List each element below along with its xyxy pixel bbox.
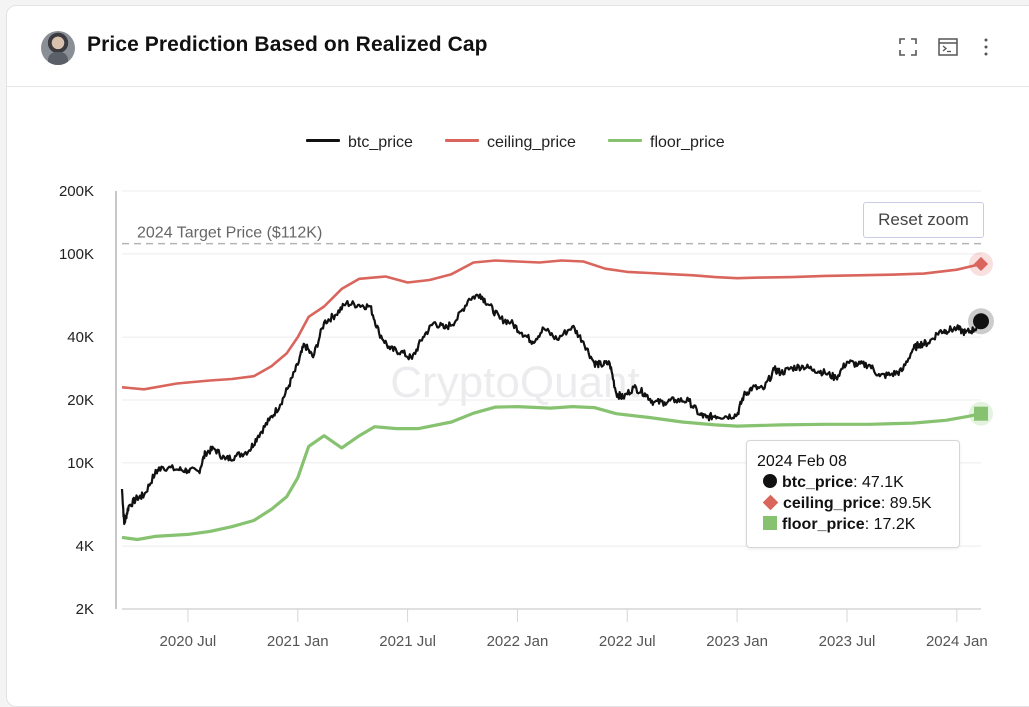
series-line-floor-price <box>121 405 982 542</box>
hover-markers <box>968 251 994 426</box>
y-axis: 2K 4K 10K 20K 40K 100K 200K <box>59 183 117 618</box>
legend-swatch-floor <box>608 139 642 142</box>
y-tick-label: 2K <box>76 601 94 618</box>
legend-label: floor_price <box>650 134 725 151</box>
tooltip-date: 2024 Feb 08 <box>757 453 847 470</box>
tooltip-row-ceiling: ceiling_price: 89.5K <box>762 494 932 513</box>
series-line-ceiling-price <box>121 259 982 391</box>
tooltip-series-value: 17.2K <box>873 516 916 533</box>
card-header: Price Prediction Based on Realized Cap <box>7 6 1029 87</box>
chart-card: Price Prediction Based on Realized Cap <box>6 5 1029 707</box>
y-tick-label: 100K <box>59 246 94 263</box>
series-line-btc-price <box>120 293 982 526</box>
more-vertical-icon[interactable] <box>979 36 993 58</box>
chart-title: Price Prediction Based on Realized Cap <box>87 33 488 56</box>
diamond-marker-icon <box>762 494 779 511</box>
tooltip-series-name: ceiling_price <box>783 495 881 512</box>
tooltip-series-value: 47.1K <box>862 474 904 491</box>
series-lines <box>120 259 982 542</box>
x-tick-label: 2020 Jul <box>160 633 217 650</box>
target-price-annotation: 2024 Target Price ($112K) <box>122 225 981 245</box>
floor-marker <box>974 406 988 421</box>
legend-label: btc_price <box>348 134 413 151</box>
y-tick-label: 4K <box>76 538 94 555</box>
reset-zoom-button[interactable]: Reset zoom <box>863 202 984 238</box>
legend-swatch-btc <box>306 139 340 142</box>
author-avatar[interactable] <box>41 31 75 65</box>
tooltip-series-name: btc_price <box>782 474 854 491</box>
x-tick-label: 2023 Jan <box>706 633 768 650</box>
x-tick-label: 2023 Jul <box>819 633 876 650</box>
tooltip-row-btc: btc_price: 47.1K <box>763 474 904 492</box>
square-marker-icon <box>763 516 777 530</box>
x-axis: 2020 Jul 2021 Jan 2021 Jul 2022 Jan 2022 Jul… <box>122 608 988 650</box>
tooltip-series-value: 89.5K <box>889 495 932 512</box>
y-tick-label: 200K <box>59 183 94 200</box>
terminal-icon[interactable] <box>937 36 959 58</box>
x-tick-label: 2024 Jan <box>926 633 988 650</box>
tooltip-row-floor: floor_price: 17.2K <box>763 516 915 534</box>
tooltip-series-name: floor_price <box>782 516 865 533</box>
x-tick-label: 2022 Jul <box>599 633 656 650</box>
x-tick-label: 2021 Jul <box>379 633 436 650</box>
target-price-label: 2024 Target Price ($112K) <box>137 225 322 242</box>
y-tick-label: 40K <box>67 329 94 346</box>
legend-btc-price[interactable]: btc_price <box>306 134 413 152</box>
legend-floor-price[interactable]: floor_price <box>608 134 725 152</box>
expand-icon[interactable] <box>897 36 919 58</box>
x-tick-label: 2022 Jan <box>487 633 549 650</box>
legend-ceiling-price[interactable]: ceiling_price <box>445 134 576 152</box>
tooltip: 2024 Feb 08 btc_price: 47.1K ceiling_pri… <box>746 440 960 548</box>
grid-lines <box>122 190 981 547</box>
x-tick-label: 2021 Jan <box>267 633 329 650</box>
legend-swatch-ceiling <box>445 139 479 142</box>
ceiling-marker <box>973 256 989 272</box>
y-tick-label: 10K <box>67 455 94 472</box>
btc-marker <box>973 313 989 330</box>
legend-label: ceiling_price <box>487 134 576 151</box>
circle-marker-icon <box>763 474 777 488</box>
y-tick-label: 20K <box>67 392 94 409</box>
